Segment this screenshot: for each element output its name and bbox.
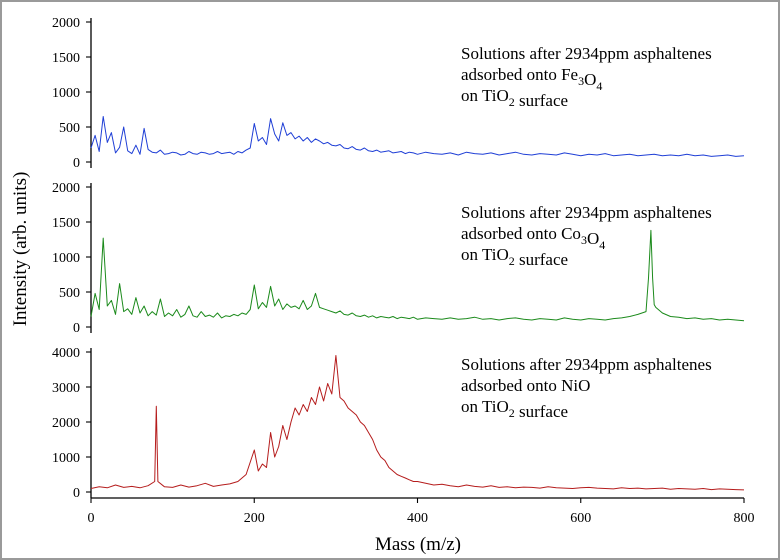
y-tick-label: 0 [73,486,80,501]
y-tick-label: 1000 [52,451,80,466]
x-axis-title: Mass (m/z) [375,534,461,555]
panel-bottom: 0 1000 2000 3000 4000 Solutions after 2934ppm… [52,346,745,501]
y-tick-label: 3000 [52,381,80,396]
y-tick-label: 0 [73,321,80,336]
panel-top: 0 500 1000 1500 2000 Solutions after 2934ppm … [52,16,745,171]
annotation-line: Solutions after 2934ppm asphaltenes [461,203,712,222]
y-tick-label: 0 [73,156,80,171]
spectrum-line-bottom [90,355,745,491]
x-tick-label: 200 [244,511,265,526]
y-tick-label: 1500 [52,51,80,66]
x-tick-label: 600 [570,511,591,526]
x-tick-label: 0 [88,511,95,526]
x-axis: 0 200 400 600 800 [88,497,755,526]
x-tick-label: 400 [407,511,428,526]
annotation-line: on TiO2 surface [461,245,568,269]
y-tick-label: 2000 [52,16,80,31]
x-tick-label: 800 [734,511,755,526]
y-tick-label: 2000 [52,416,80,431]
spectrum-line-top [90,116,745,157]
annotation-line: adsorbed onto NiO [461,376,590,395]
y-tick-label: 4000 [52,346,80,361]
annotation-line: Solutions after 2934ppm asphaltenes [461,355,712,374]
y-tick-label: 500 [59,286,80,301]
annotation-line: adsorbed onto Fe3O4 [461,65,602,93]
y-tick-label: 1000 [52,86,80,101]
y-tick-label: 1500 [52,216,80,231]
annotation-line: on TiO2 surface [461,86,568,110]
panel-middle: 0 500 1000 1500 2000 Solutions after 2934ppm … [52,181,745,336]
annotation-line: adsorbed onto Co3O4 [461,224,605,252]
annotation-line: Solutions after 2934ppm asphaltenes [461,44,712,63]
panels: 0 500 1000 1500 2000 Solutions after 2934ppm … [52,16,745,501]
y-tick-label: 500 [59,121,80,136]
y-tick-label: 2000 [52,181,80,196]
annotation-line: on TiO2 surface [461,397,568,421]
y-axis-title: Intensity (arb. units) [10,172,31,327]
y-tick-label: 1000 [52,251,80,266]
spectrum-line-middle [90,229,745,322]
